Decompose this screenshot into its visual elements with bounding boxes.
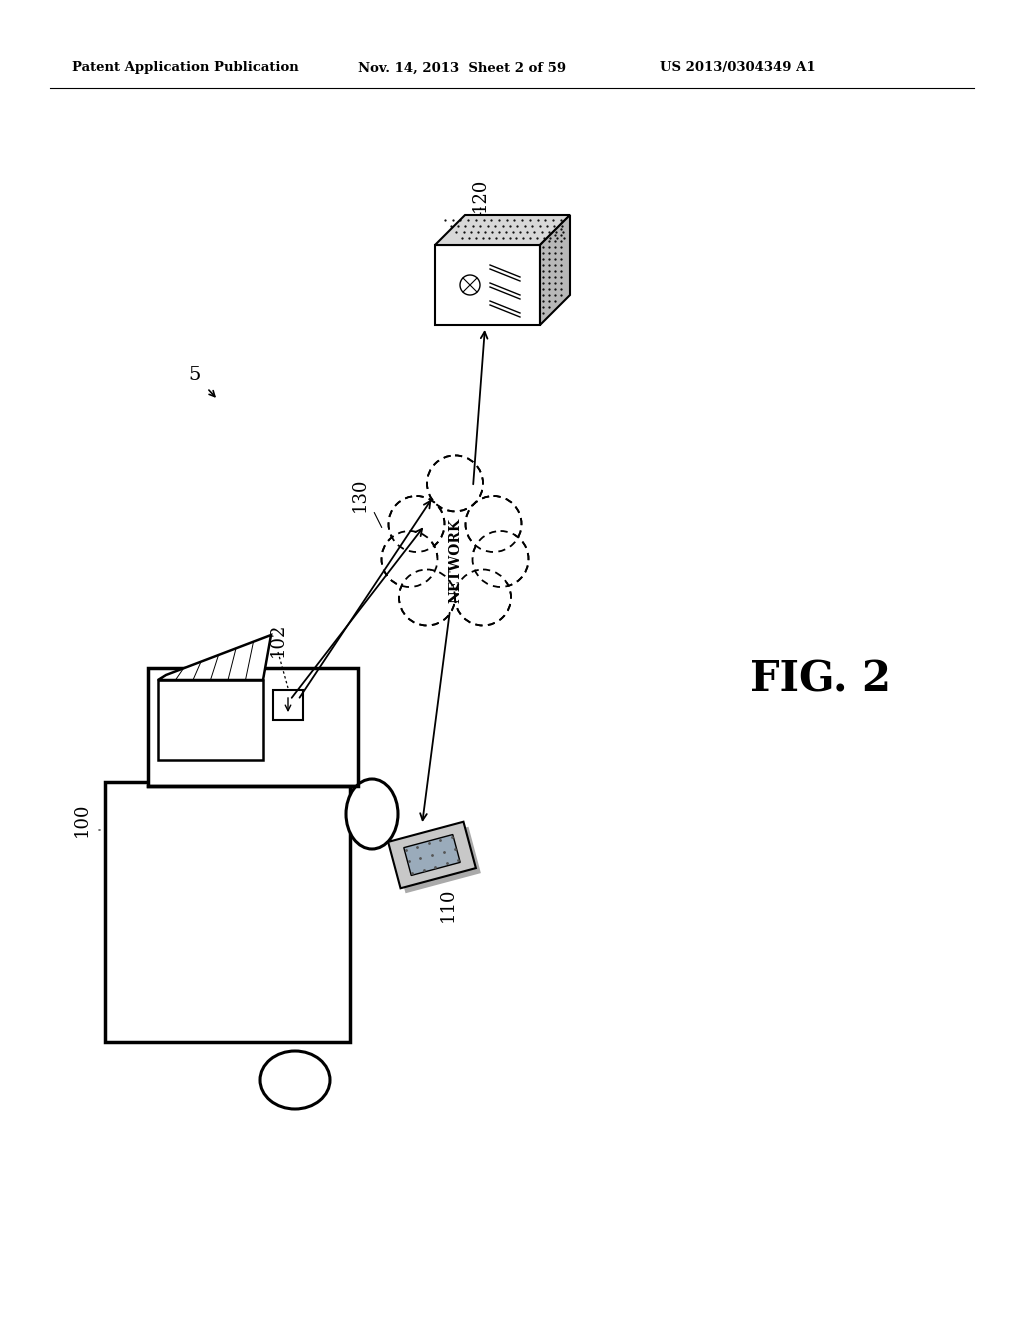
Text: 110: 110 bbox=[439, 888, 457, 923]
Text: 5: 5 bbox=[188, 366, 201, 384]
Bar bbox=[148, 668, 358, 785]
Circle shape bbox=[403, 574, 451, 622]
Text: Nov. 14, 2013  Sheet 2 of 59: Nov. 14, 2013 Sheet 2 of 59 bbox=[358, 62, 566, 74]
Text: US 2013/0304349 A1: US 2013/0304349 A1 bbox=[660, 62, 816, 74]
Ellipse shape bbox=[346, 779, 398, 849]
Circle shape bbox=[431, 549, 479, 597]
Circle shape bbox=[399, 569, 455, 626]
Polygon shape bbox=[540, 215, 570, 325]
Bar bbox=[105, 781, 350, 1041]
Circle shape bbox=[470, 500, 517, 548]
Circle shape bbox=[410, 515, 501, 606]
Bar bbox=[273, 690, 303, 719]
Circle shape bbox=[459, 574, 507, 622]
Circle shape bbox=[382, 531, 437, 587]
Bar bbox=[158, 680, 263, 760]
Circle shape bbox=[455, 569, 511, 626]
Ellipse shape bbox=[260, 1051, 330, 1109]
Circle shape bbox=[477, 535, 524, 583]
Circle shape bbox=[386, 535, 433, 583]
Text: 100: 100 bbox=[73, 803, 91, 837]
Text: 120: 120 bbox=[471, 178, 489, 213]
Polygon shape bbox=[158, 635, 271, 680]
Circle shape bbox=[431, 459, 479, 507]
Polygon shape bbox=[393, 826, 481, 894]
Polygon shape bbox=[435, 246, 540, 325]
Circle shape bbox=[427, 455, 483, 511]
Polygon shape bbox=[403, 834, 460, 875]
Text: NETWORK: NETWORK bbox=[449, 517, 462, 602]
Circle shape bbox=[392, 500, 440, 548]
Circle shape bbox=[472, 531, 528, 587]
Text: 102: 102 bbox=[269, 623, 287, 657]
Text: Patent Application Publication: Patent Application Publication bbox=[72, 62, 299, 74]
Polygon shape bbox=[388, 822, 476, 888]
Text: 130: 130 bbox=[351, 478, 369, 512]
Text: FIG. 2: FIG. 2 bbox=[750, 659, 891, 701]
Circle shape bbox=[466, 496, 521, 552]
Polygon shape bbox=[435, 215, 570, 246]
Circle shape bbox=[388, 496, 444, 552]
